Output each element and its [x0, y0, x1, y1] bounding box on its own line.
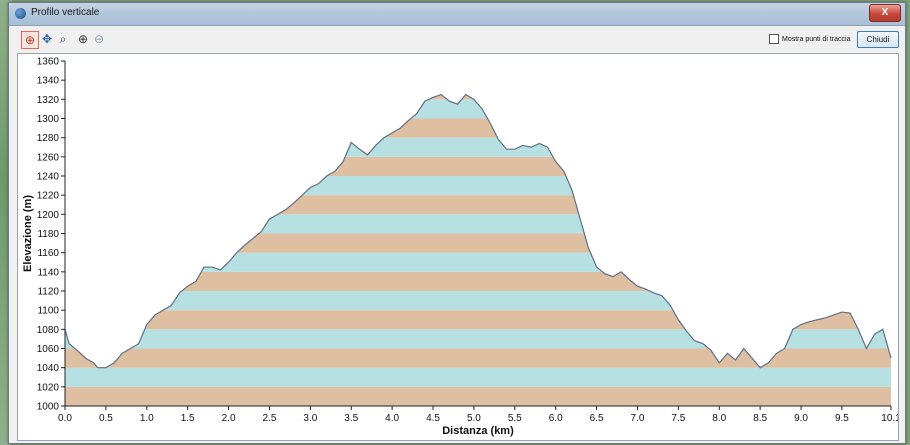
elevation-band [65, 156, 891, 176]
profile-window: Profilo verticale X ⊕ ✥ ⌕ ⊕ ⊖ Mostra pun… [8, 2, 906, 444]
close-window-button[interactable]: X [869, 4, 901, 22]
x-tick-label: 1.0 [140, 413, 154, 424]
title-bar[interactable]: Profilo verticale X [9, 3, 905, 26]
show-points-label: Mostra punti di traccia [782, 35, 851, 43]
x-tick-label: 2.0 [222, 413, 236, 424]
y-tick-label: 1320 [37, 95, 60, 106]
y-tick-label: 1040 [37, 363, 60, 374]
x-tick-label: 0.0 [58, 413, 72, 424]
elevation-band [65, 99, 891, 119]
x-tick-label: 4.0 [385, 413, 399, 424]
zoom-box-icon[interactable]: ⌕ [59, 32, 67, 46]
elevation-band [65, 386, 891, 406]
y-tick-label: 1140 [37, 267, 59, 278]
y-tick-label: 1280 [37, 133, 60, 144]
y-tick-label: 1260 [37, 152, 60, 163]
show-points-checkbox[interactable]: Mostra punti di traccia [769, 34, 850, 44]
elevation-band [65, 291, 891, 311]
elevation-band [65, 214, 891, 234]
select-tool-icon[interactable]: ⊕ [21, 31, 39, 49]
checkbox-box[interactable] [769, 34, 779, 44]
elevation-band [65, 61, 891, 80]
elevation-band [65, 195, 891, 215]
x-tick-label: 3.0 [303, 413, 317, 424]
x-tick-label: 5.5 [508, 413, 522, 424]
x-tick-label: 7.0 [631, 413, 645, 424]
close-button[interactable]: Chiudi [857, 31, 899, 48]
elevation-band [65, 94, 891, 100]
window-title: Profilo verticale [31, 7, 100, 18]
y-tick-label: 1200 [37, 210, 60, 221]
y-tick-label: 1300 [37, 114, 60, 125]
x-tick-label: 9.5 [835, 413, 849, 424]
x-tick-label: 1.5 [181, 413, 195, 424]
toolbar: ⊕ ✥ ⌕ ⊕ ⊖ Mostra punti di traccia Chiudi [9, 26, 905, 52]
y-tick-label: 1120 [37, 287, 59, 298]
y-tick-label: 1340 [37, 76, 60, 87]
x-tick-label: 8.0 [712, 413, 726, 424]
elevation-band [65, 176, 891, 196]
x-tick-label: 2.5 [263, 413, 277, 424]
y-tick-label: 1100 [37, 306, 59, 317]
elevation-band [65, 271, 891, 291]
x-tick-label: 4.5 [426, 413, 440, 424]
x-tick-label: 9.0 [794, 413, 808, 424]
x-tick-label: 0.5 [99, 413, 113, 424]
x-tick-label: 5.0 [467, 413, 481, 424]
y-tick-label: 1000 [37, 402, 60, 413]
y-tick-label: 1160 [37, 248, 59, 259]
x-tick-label: 6.0 [549, 413, 563, 424]
elevation-band [65, 310, 891, 330]
elevation-band [65, 118, 891, 138]
x-axis-title: Distanza (km) [442, 425, 514, 437]
y-tick-label: 1220 [37, 191, 60, 202]
x-tick-label: 7.5 [671, 413, 685, 424]
y-tick-label: 1180 [37, 229, 59, 240]
elevation-band [65, 329, 891, 349]
elevation-chart: 1000 1020 1040 1060 1080 1100 1120 1140 1160 1180… [22, 57, 898, 438]
app-icon [15, 8, 26, 19]
x-tick-label: 6.5 [590, 413, 604, 424]
x-tick-label: 8.5 [753, 413, 767, 424]
elevation-band [65, 367, 891, 387]
x-tick-label: 10.1 [881, 413, 898, 424]
y-tick-label: 1360 [37, 57, 60, 68]
zoom-in-icon[interactable]: ⊕ [77, 32, 89, 46]
y-axis-title: Elevazione (m) [22, 195, 34, 272]
elevation-band [65, 348, 891, 368]
chart-panel: 1000 1020 1040 1060 1080 1100 1120 1140 1160 1180… [17, 53, 899, 441]
pan-tool-icon[interactable]: ✥ [41, 32, 53, 46]
y-tick-label: 1020 [37, 382, 60, 393]
elevation-band [65, 137, 891, 157]
zoom-out-icon[interactable]: ⊖ [93, 32, 105, 46]
profile-line [64, 93, 892, 369]
elevation-band [65, 252, 891, 272]
y-tick-label: 1060 [37, 344, 60, 355]
y-tick-label: 1080 [37, 325, 60, 336]
x-tick-label: 3.5 [344, 413, 358, 424]
elevation-band [65, 233, 891, 253]
y-tick-label: 1240 [37, 172, 60, 183]
elevation-bands [65, 61, 891, 406]
